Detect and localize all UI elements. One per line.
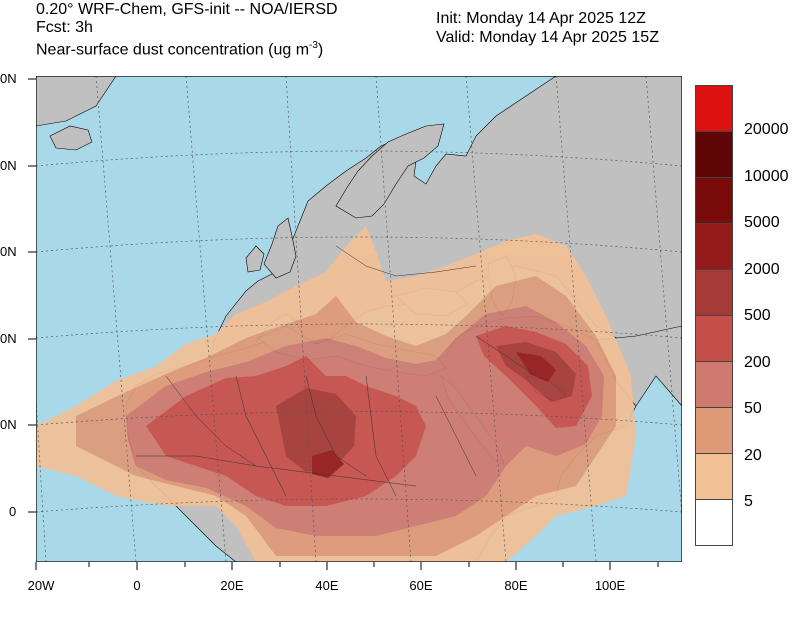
land-iceland	[49, 125, 93, 151]
lat-label: 0N	[0, 244, 17, 259]
colorbar-box	[695, 269, 733, 316]
land-ireland	[245, 245, 265, 273]
land-scandinavia	[335, 123, 445, 219]
lat-label: 0N	[0, 71, 17, 86]
dust-map	[36, 76, 682, 562]
lon-label: 60E	[409, 578, 433, 593]
lat-label: 0	[9, 504, 17, 519]
colorbar	[695, 85, 733, 546]
title-line-3-close: )	[317, 41, 324, 59]
colorbar-box	[695, 315, 733, 362]
colorbar-label: 50	[744, 400, 762, 417]
colorbar-box	[695, 131, 733, 178]
colorbar-box	[695, 453, 733, 500]
colorbar-box	[695, 223, 733, 270]
colorbar-label: 2000	[744, 260, 780, 278]
colorbar-label: 20000	[744, 121, 789, 138]
colorbar-box	[695, 361, 733, 408]
colorbar-label: 20	[744, 446, 762, 464]
init-time: Init: Monday 14 Apr 2025 12Z	[436, 10, 646, 27]
colorbar-label: 5	[744, 493, 753, 510]
colorbar-box	[695, 407, 733, 454]
lat-label: 0N	[0, 331, 17, 346]
lat-label: 0N	[0, 417, 17, 432]
country-borders	[136, 245, 537, 497]
title-line-3-sup: -3	[309, 40, 318, 51]
colorbar-label: 5000	[744, 214, 780, 231]
land-britain	[263, 217, 297, 279]
title-line-1: 0.20° WRF-Chem, GFS-init -- NOA/IERSD	[36, 1, 338, 18]
title-line-3: Near-surface dust concentration (ug m-3)	[36, 37, 323, 59]
title-line-3-main: Near-surface dust concentration (ug m	[36, 41, 310, 59]
lon-label: 40E	[315, 578, 339, 593]
lon-label: 100E	[594, 578, 626, 593]
lat-label: 0N	[0, 158, 17, 173]
lon-label: 20E	[220, 578, 244, 593]
lon-label: 0	[133, 578, 141, 593]
colorbar-label: 200	[744, 353, 771, 371]
colorbar-label: 500	[744, 307, 771, 324]
valid-time: Valid: Monday 14 Apr 2025 15Z	[436, 29, 659, 46]
graticule	[36, 76, 682, 562]
colorbar-box	[695, 85, 733, 132]
land-greenland	[36, 76, 117, 127]
lon-label: 20W	[27, 578, 55, 593]
dust-field	[36, 226, 636, 562]
colorbar-box	[695, 177, 733, 224]
title-line-2: Fcst: 3h	[36, 19, 93, 36]
colorbar-label: 10000	[744, 167, 789, 185]
colorbar-box	[695, 499, 733, 546]
lon-label: 80E	[504, 578, 528, 593]
